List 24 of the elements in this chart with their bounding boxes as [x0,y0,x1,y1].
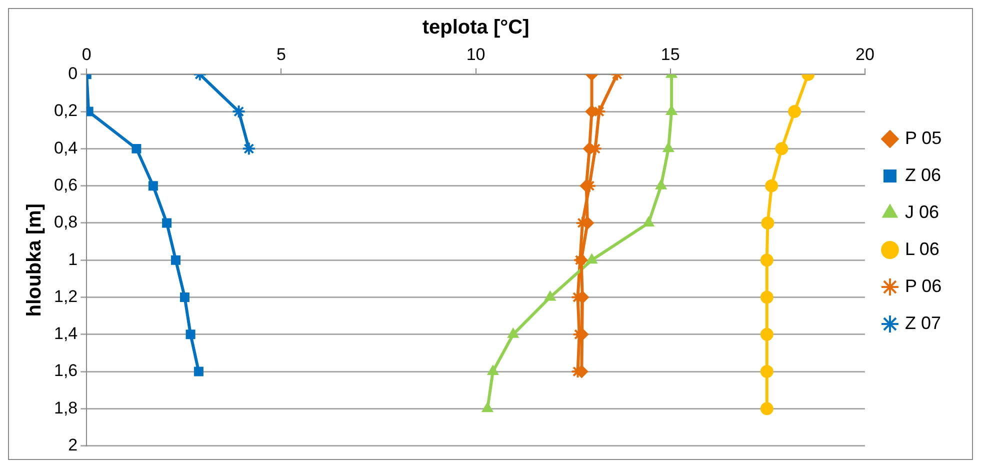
y-tick-label: 0,6 [54,176,78,195]
y-tick-label: 1,6 [54,361,78,380]
y-tick-label: 0,2 [54,101,78,120]
y-tick-label: 0 [68,64,78,84]
legend-label: J 06 [904,202,940,222]
legend-label: Z 07 [904,312,942,333]
y-axis-title: hloubka [m] [24,203,46,317]
legend-label: P 05 [904,128,942,148]
legend-label: P 06 [904,276,942,296]
chart-title: teplota [°C] [422,16,530,39]
x-tick-label: 5 [276,44,286,64]
y-tick-label: 1,8 [54,398,78,418]
y-tick-label: 1,4 [54,324,78,344]
y-tick-label: 2 [68,435,78,454]
x-tick-label: 10 [466,44,486,64]
y-tick-label: 1,2 [54,286,78,306]
y-tick-label: 0,4 [54,138,78,158]
legend-label: Z 06 [904,164,942,185]
x-tick-label: 0 [82,44,92,64]
legend-label: L 06 [904,238,940,259]
x-tick-label: 15 [660,44,680,64]
y-tick-label: 1 [68,250,78,269]
y-tick-label: 0,8 [54,212,78,232]
x-tick-label: 20 [856,44,874,64]
